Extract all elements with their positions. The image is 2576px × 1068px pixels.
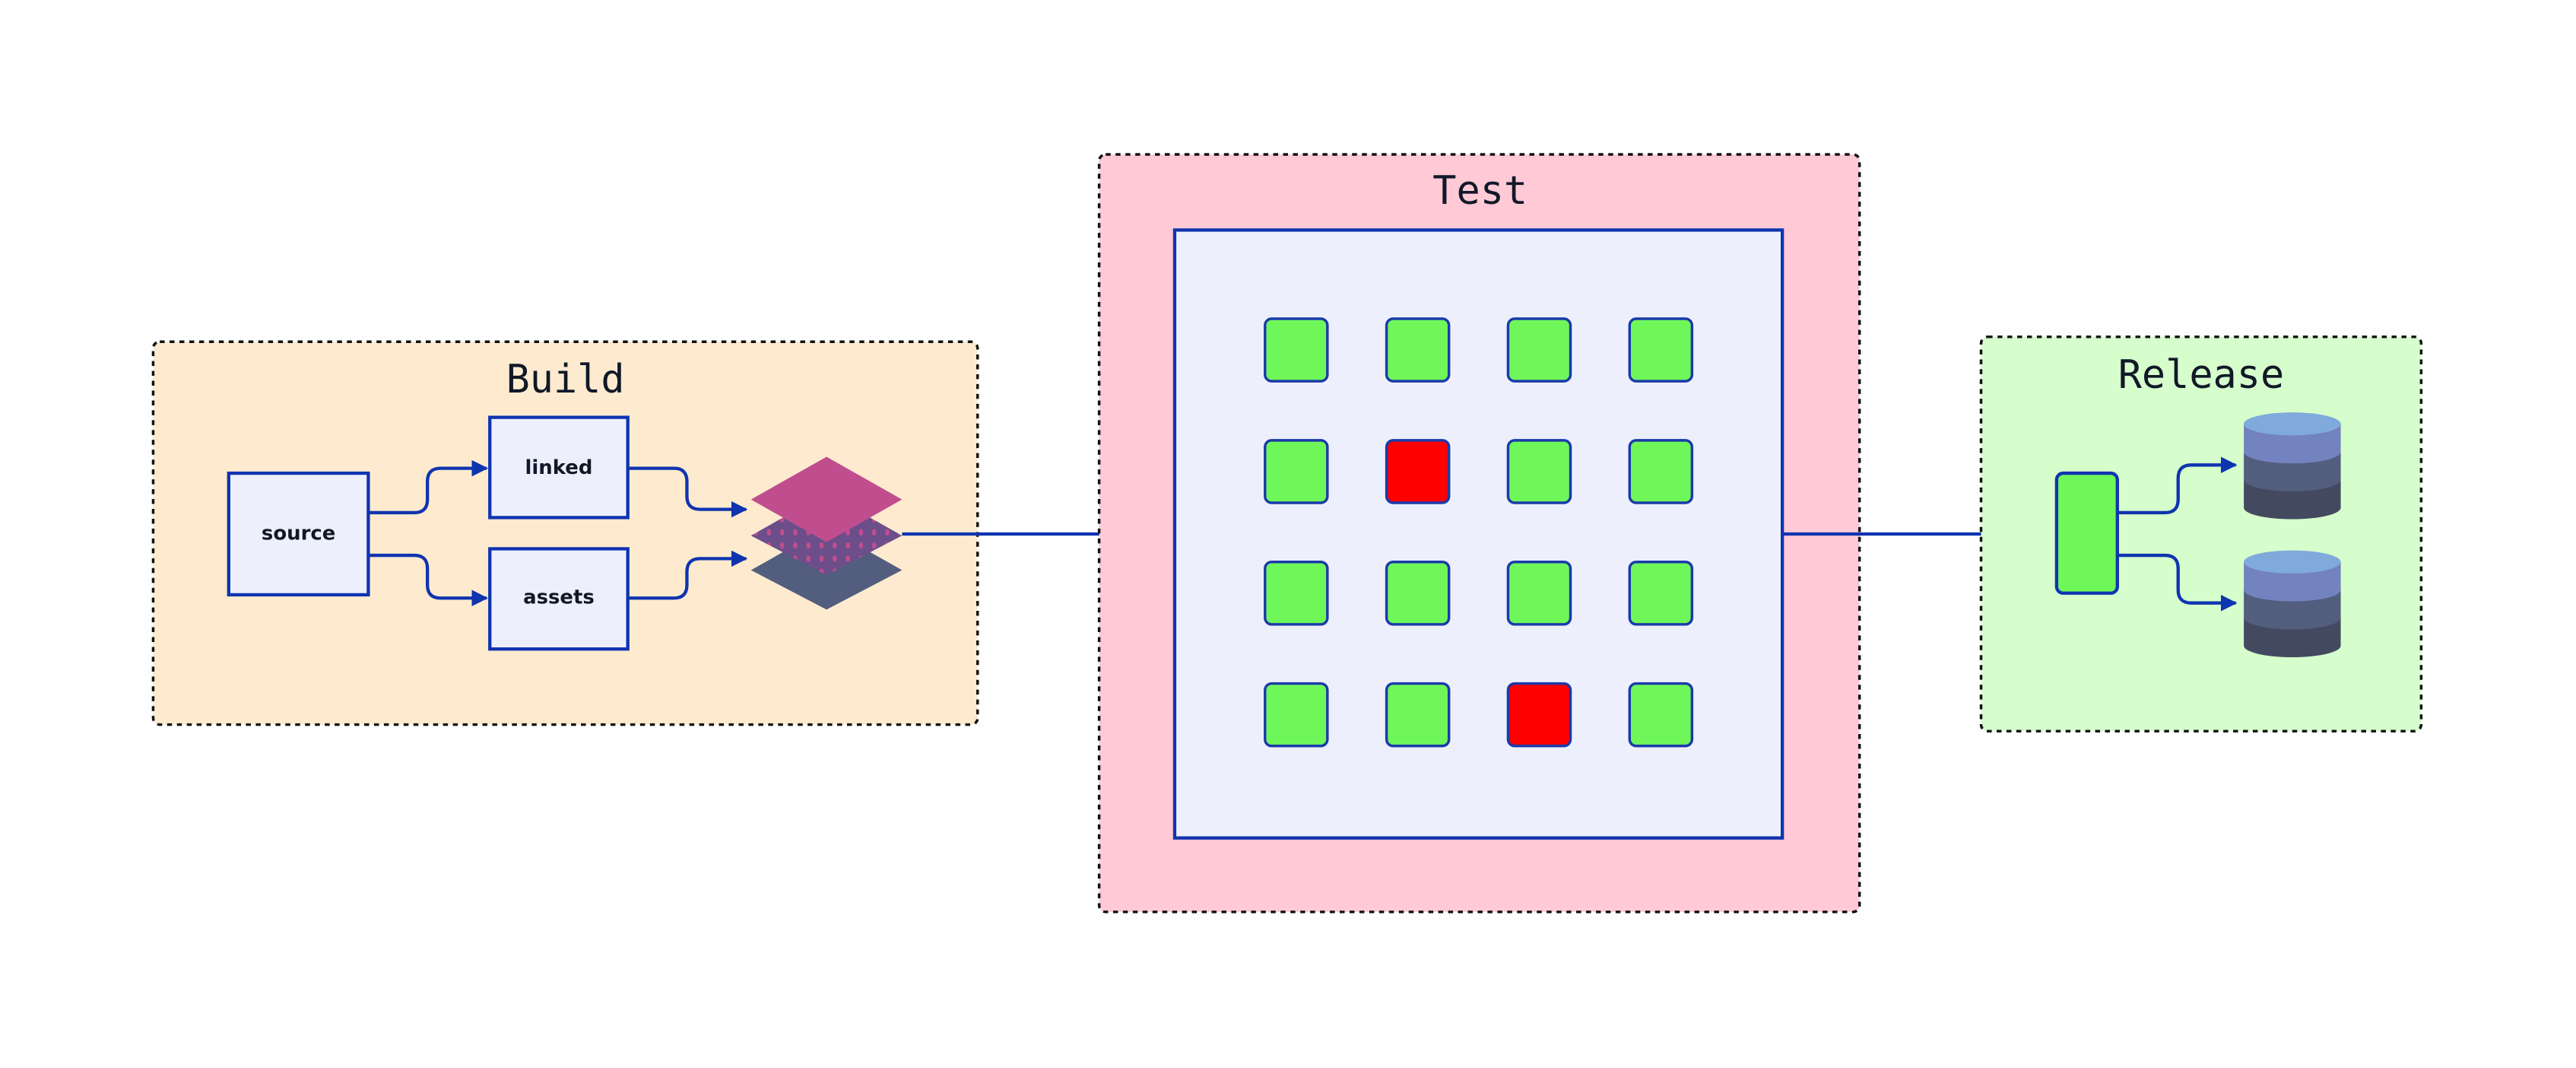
database-icon — [2244, 412, 2341, 520]
test-case-pass[interactable] — [1506, 317, 1572, 383]
assets-node[interactable]: assets — [488, 547, 630, 651]
edge-release-db1 — [2117, 456, 2238, 515]
test-case-pass[interactable] — [1385, 317, 1451, 383]
test-case-pass[interactable] — [1264, 682, 1329, 748]
test-group: Test — [1097, 153, 1861, 914]
database-icon — [2244, 550, 2341, 658]
test-case-pass[interactable] — [1264, 317, 1329, 383]
linked-node[interactable]: linked — [488, 415, 630, 520]
test-case-pass[interactable] — [1628, 317, 1694, 383]
build-group: Build source linked assets — [151, 340, 979, 726]
release-title: Release — [2118, 352, 2284, 398]
test-title: Test — [1432, 168, 1528, 214]
build-title: Build — [506, 357, 625, 402]
edge-release-db2 — [2117, 553, 2238, 612]
release-group: Release — [1979, 335, 2423, 733]
test-grid — [1264, 317, 1694, 748]
test-case-pass[interactable] — [1385, 560, 1451, 626]
edge-linked-layers — [627, 466, 748, 518]
source-node[interactable]: source — [227, 471, 370, 597]
test-case-pass[interactable] — [1385, 682, 1451, 748]
test-case-fail[interactable] — [1385, 439, 1451, 504]
test-case-pass[interactable] — [1264, 560, 1329, 626]
test-case-pass[interactable] — [1506, 560, 1572, 626]
test-case-pass[interactable] — [1628, 439, 1694, 504]
source-label: source — [262, 523, 335, 545]
edge-source-linked — [368, 459, 489, 515]
edge-source-assets — [368, 553, 489, 607]
edge-assets-layers — [627, 550, 748, 600]
test-case-pass[interactable] — [1506, 439, 1572, 504]
test-case-pass[interactable] — [1628, 682, 1694, 748]
test-case-pass[interactable] — [1264, 439, 1329, 504]
release-artifact-node[interactable] — [2054, 471, 2119, 595]
assets-label: assets — [523, 586, 595, 609]
linked-label: linked — [525, 456, 593, 479]
test-case-fail[interactable] — [1506, 682, 1572, 748]
test-case-pass[interactable] — [1628, 560, 1694, 626]
stacked-layers-icon — [750, 456, 903, 610]
